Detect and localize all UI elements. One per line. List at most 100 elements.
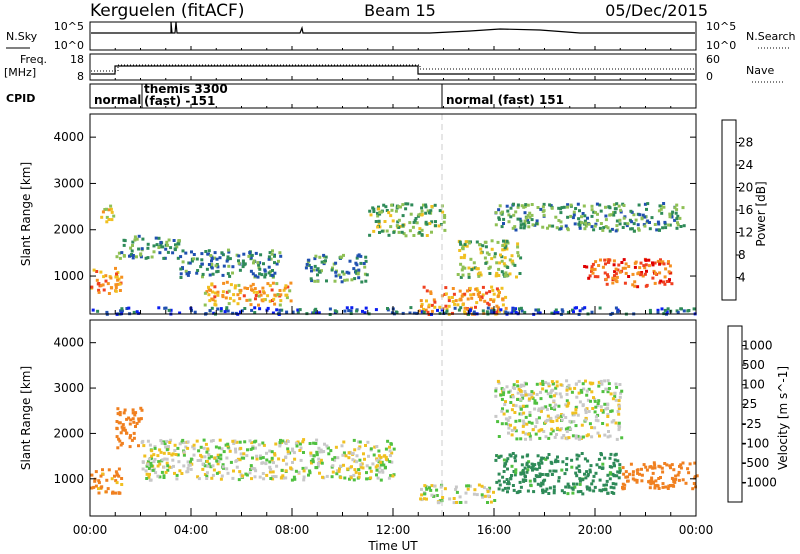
nsearch-tick-top: 10^5 <box>706 20 736 33</box>
scatter-cell <box>587 387 591 391</box>
scatter-cell <box>555 226 559 230</box>
colorbar-tick-label: 8 <box>738 248 746 262</box>
cpid-seg2-line2: (fast) -151 <box>144 94 215 108</box>
scatter-cell <box>594 471 598 475</box>
scatter-cell <box>207 293 211 297</box>
scatter-cell <box>645 283 649 287</box>
scatter-cell <box>573 306 577 310</box>
scatter-cell <box>500 397 504 401</box>
scatter-cell <box>203 473 207 476</box>
scatter-cell <box>117 251 121 255</box>
scatter-cell <box>451 287 455 290</box>
scatter-cell <box>269 257 273 261</box>
scatter-cell <box>435 488 439 492</box>
scatter-cell <box>412 311 416 315</box>
scatter-cell <box>653 223 657 226</box>
scatter-cell <box>91 308 95 312</box>
scatter-cell <box>139 417 143 421</box>
scatter-cell <box>342 440 346 444</box>
scatter-cell <box>603 433 607 437</box>
x-axis-label: Time UT <box>367 539 418 553</box>
scatter-cell <box>667 260 670 264</box>
scatter-cell <box>500 259 504 263</box>
x-tick-label: 00:00 <box>73 523 108 537</box>
scatter-cell <box>656 484 660 488</box>
scatter-cell <box>544 405 548 409</box>
scatter-cell <box>95 278 99 282</box>
scatter-cell <box>526 393 530 397</box>
scatter-cell <box>611 397 615 401</box>
scatter-cell <box>577 437 581 441</box>
scatter-cell <box>429 488 433 492</box>
scatter-cell <box>679 225 683 228</box>
scatter-cell <box>612 263 616 267</box>
scatter-cell <box>547 453 551 456</box>
scatter-cell <box>172 239 176 242</box>
scatter-cell <box>513 309 517 313</box>
scatter-cell <box>489 500 493 504</box>
scatter-cell <box>554 215 558 219</box>
scatter-cell <box>131 417 135 421</box>
scatter-cell <box>621 486 624 489</box>
scatter-cell <box>622 216 626 220</box>
scatter-cell <box>222 450 226 454</box>
nsky-trace <box>91 21 695 34</box>
scatter-cell <box>644 465 648 469</box>
scatter-cell <box>367 454 370 458</box>
scatter-cell <box>175 245 179 249</box>
scatter-cell <box>177 460 181 464</box>
scatter-cell <box>626 222 630 226</box>
scatter-cell <box>196 459 200 462</box>
scatter-cell <box>95 270 99 273</box>
scatter-cell <box>542 209 546 213</box>
scatter-cell <box>541 406 545 410</box>
scatter-cell <box>238 297 242 301</box>
scatter-cell <box>116 282 120 286</box>
scatter-cell <box>515 437 519 441</box>
scatter-cell <box>621 226 625 229</box>
scatter-cell <box>623 483 627 487</box>
scatter-cell <box>377 221 381 225</box>
scatter-cell <box>478 243 482 247</box>
power-scatter <box>90 202 697 316</box>
scatter-cell <box>554 415 558 419</box>
scatter-cell <box>658 204 662 208</box>
scatter-cell <box>506 266 510 269</box>
scatter-cell <box>483 256 487 260</box>
scatter-cell <box>309 453 313 457</box>
scatter-cell <box>159 243 163 246</box>
scatter-cell <box>290 478 294 482</box>
scatter-cell <box>237 283 241 287</box>
scatter-cell <box>585 393 589 397</box>
scatter-cell <box>556 426 560 430</box>
scatter-cell <box>598 478 602 482</box>
scatter-cell <box>599 405 603 409</box>
scatter-cell <box>453 302 457 306</box>
scatter-cell <box>523 211 527 215</box>
scatter-cell <box>632 213 636 217</box>
scatter-cell <box>643 266 647 270</box>
scatter-cell <box>642 264 646 268</box>
scatter-cell <box>203 464 207 468</box>
scatter-cell <box>250 477 253 481</box>
scatter-cell <box>232 299 236 303</box>
scatter-cell <box>497 289 500 293</box>
scatter-cell <box>342 463 345 467</box>
scatter-cell <box>133 238 137 242</box>
scatter-cell <box>355 454 359 458</box>
scatter-cell <box>591 262 595 266</box>
scatter-cell <box>549 417 553 421</box>
scatter-cell <box>216 293 220 297</box>
scatter-cell <box>519 397 523 401</box>
scatter-cell <box>571 216 575 220</box>
scatter-cell <box>224 443 228 447</box>
scatter-cell <box>624 271 628 275</box>
scatter-cell <box>552 405 556 409</box>
scatter-cell <box>450 296 454 299</box>
scatter-cell <box>590 269 593 273</box>
scatter-cell <box>237 254 241 258</box>
scatter-cell <box>105 310 109 314</box>
scatter-cell <box>486 301 490 305</box>
colorbar-tick-label: 4 <box>738 271 746 285</box>
scatter-cell <box>616 268 620 272</box>
